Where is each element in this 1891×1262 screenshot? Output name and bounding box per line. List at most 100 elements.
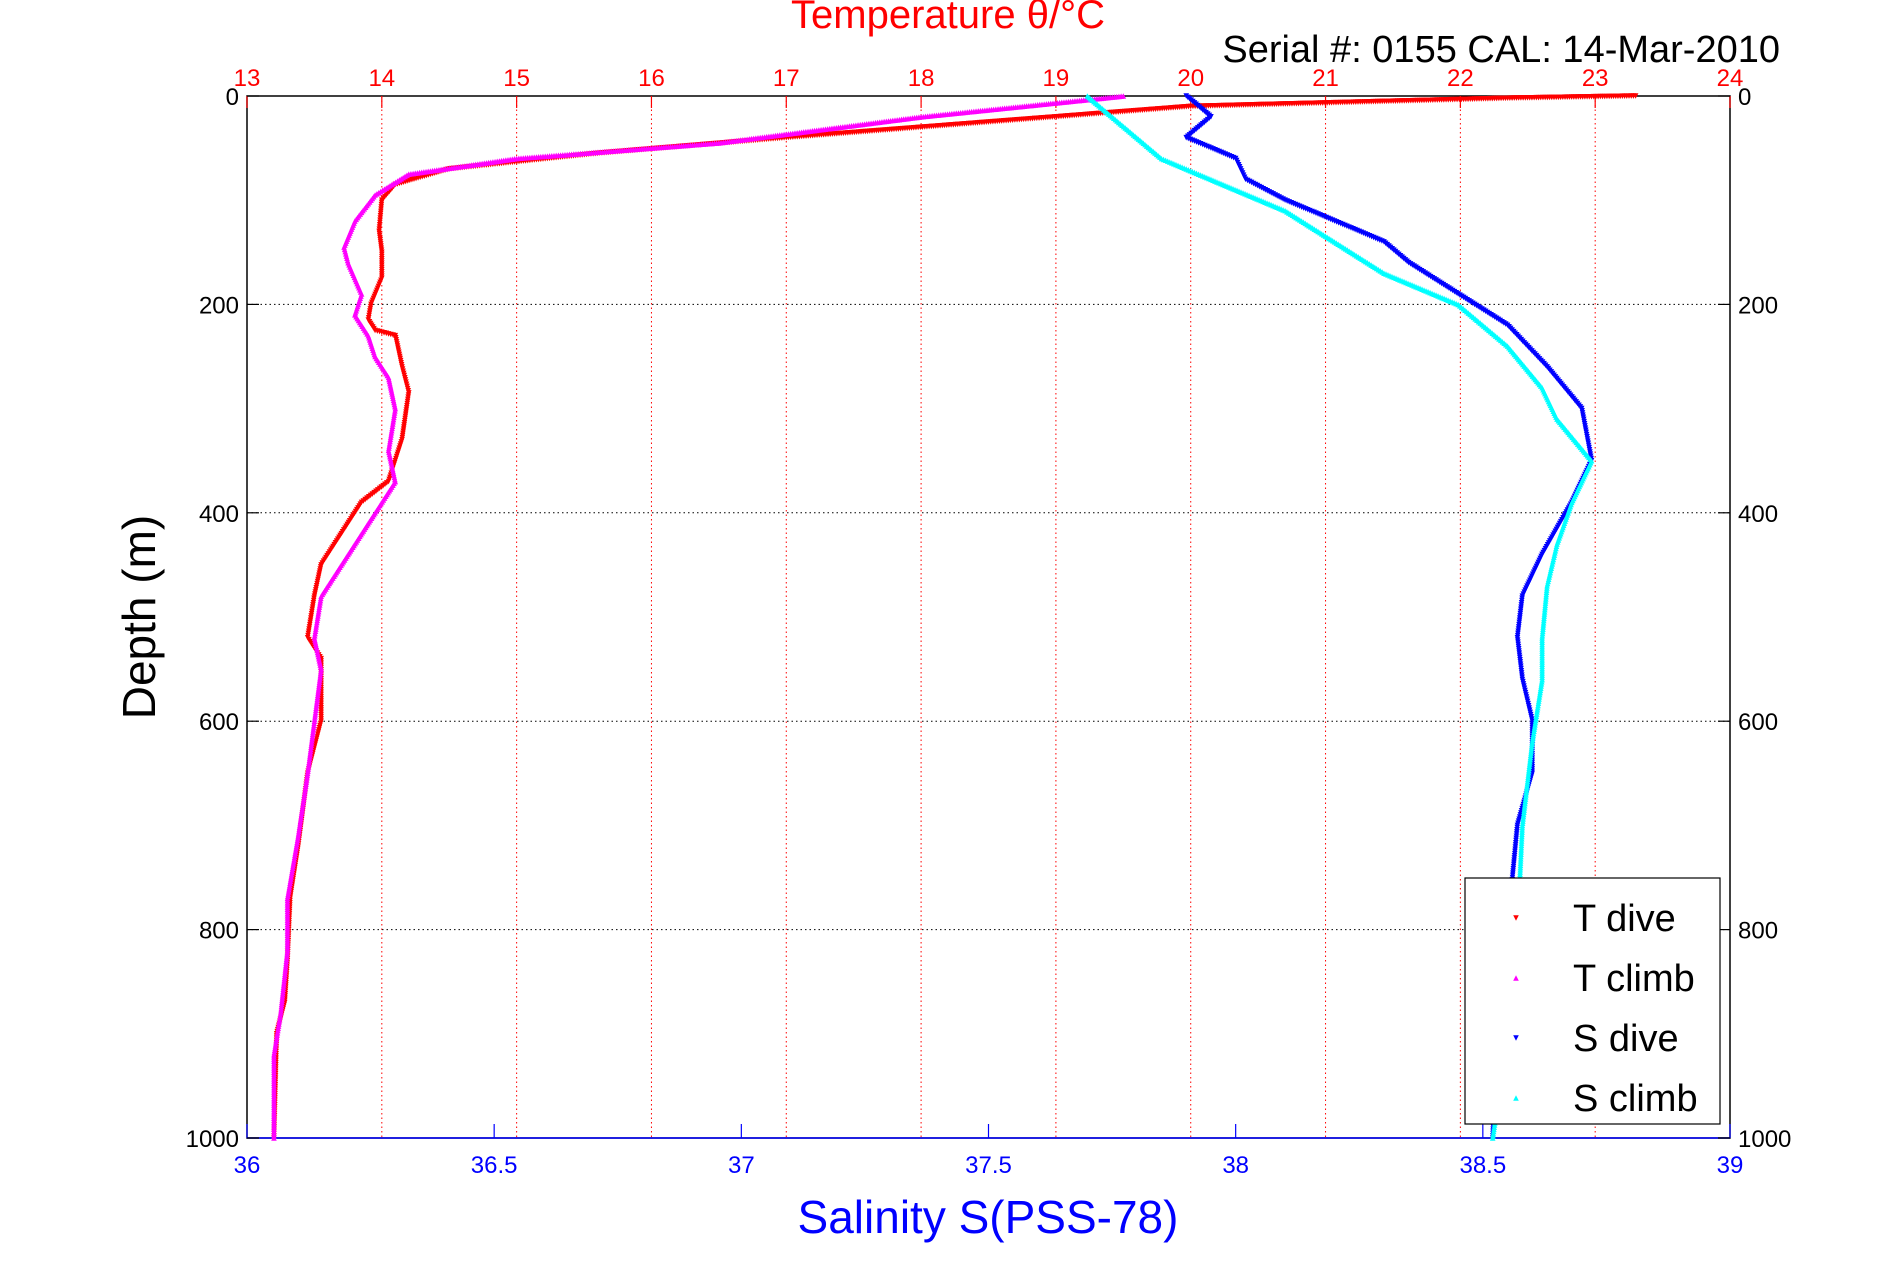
depth-tick-label-left: 600 [199,709,239,736]
t-climb-point [288,871,295,878]
sal-tick-label: 36.5 [471,1152,518,1179]
temp-tick-label: 16 [638,65,665,92]
s-climb-point [1533,715,1539,722]
s-climb-point [1535,698,1542,704]
temp-tick-label: 14 [368,65,395,92]
t-climb-point [392,407,398,414]
t-climb-point [314,619,320,626]
depth-tick-label-right: 0 [1738,84,1751,111]
t-climb-point [272,1043,279,1049]
t-climb-point [386,440,393,447]
t-climb-point [314,617,321,624]
t-climb-point [391,414,397,421]
t-climb-point [291,856,297,863]
axis-ticks [246,95,1731,1139]
legend-label: T climb [1573,958,1695,1000]
s-climb-point [1537,685,1544,691]
s-climb-point [1533,711,1540,717]
s-climb-point [1531,728,1537,735]
s-climb-point [1530,730,1537,737]
temp-tick-label: 13 [234,65,261,92]
depth-tick-label-right: 600 [1738,709,1778,736]
temp-tick-label: 24 [1717,65,1744,92]
t-climb-point [290,861,297,867]
legend-marker [1513,975,1519,981]
s-climb-point [1530,732,1537,739]
temp-tick-label: 18 [908,65,935,92]
t-climb-point [299,809,305,815]
t-climb-point [290,863,296,869]
depth-tick-label-left: 400 [199,501,239,528]
t-climb-point [276,1016,283,1023]
s-climb-point [1489,1135,1496,1141]
t-climb-point [288,873,294,880]
t-climb-point [285,889,292,895]
t-climb-point [272,1040,279,1047]
t-climb-point [317,597,324,604]
depth-tick-label-right: 800 [1738,918,1778,945]
s-climb-point [1534,709,1540,715]
t-climb-point [300,796,307,802]
t-climb-point [304,774,310,781]
t-climb-point [387,436,394,443]
t-climb-point [285,891,291,897]
t-climb-point [299,807,305,813]
t-climb-point [277,1014,283,1021]
t-climb-point [277,1012,284,1018]
t-climb-point [299,802,306,809]
sal-tick-label: 38 [1222,1152,1249,1179]
t-climb-point [277,1010,284,1016]
t-climb-point [292,852,298,859]
t-climb-point [304,772,311,779]
depth-tick-label-left: 1000 [186,1126,239,1153]
depth-tick-label-right: 1000 [1738,1126,1791,1153]
t-climb-point [273,1038,279,1045]
t-climb-point [275,1027,281,1034]
t-climb-point [302,787,308,794]
t-climb-point [286,886,292,893]
legend-item: T dive [1513,898,1676,940]
s-climb-point [1532,717,1539,724]
t-climb-point [275,1025,282,1032]
t-climb-point [296,828,302,835]
t-climb-point [271,1049,278,1056]
s-climb-point [1539,676,1545,683]
t-climb-point [295,835,301,841]
sal-tick-label: 37 [728,1152,755,1179]
temp-tick-label: 17 [773,65,800,92]
t-climb-point [312,628,319,635]
temp-tick-label: 15 [503,65,530,92]
t-climb-point [388,427,395,434]
s-climb-point [1533,713,1540,719]
t-climb-point [293,843,300,850]
s-climb-point [1531,726,1538,732]
t-climb-point [292,848,299,854]
t-climb-point [271,1135,277,1141]
t-climb-point [392,405,399,412]
t-climb-point [315,610,322,617]
s-climb-point [1535,700,1542,707]
t-climb-point [299,804,306,811]
t-climb-point [287,876,294,882]
sal-tick-label: 39 [1717,1152,1744,1179]
t-climb-point [315,613,321,619]
t-climb-point [297,822,303,828]
t-climb-point [295,833,302,839]
t-climb-point [287,880,293,887]
s-climb-point [1536,693,1543,700]
t-climb-point [287,878,294,884]
t-climb-point [301,789,308,796]
t-climb-point [298,815,304,822]
t-climb-point [289,869,295,876]
legend-marker [1513,1095,1519,1101]
x-axis-label: Salinity S(PSS-78) [798,1191,1179,1243]
t-climb-point [296,826,303,833]
t-climb-point [276,1018,283,1025]
t-climb-point [298,813,304,820]
t-climb-point [301,794,307,800]
t-climb-point [389,425,395,432]
t-climb-point [313,621,320,628]
t-climb-point [302,783,309,790]
t-climb-point [276,1021,282,1027]
